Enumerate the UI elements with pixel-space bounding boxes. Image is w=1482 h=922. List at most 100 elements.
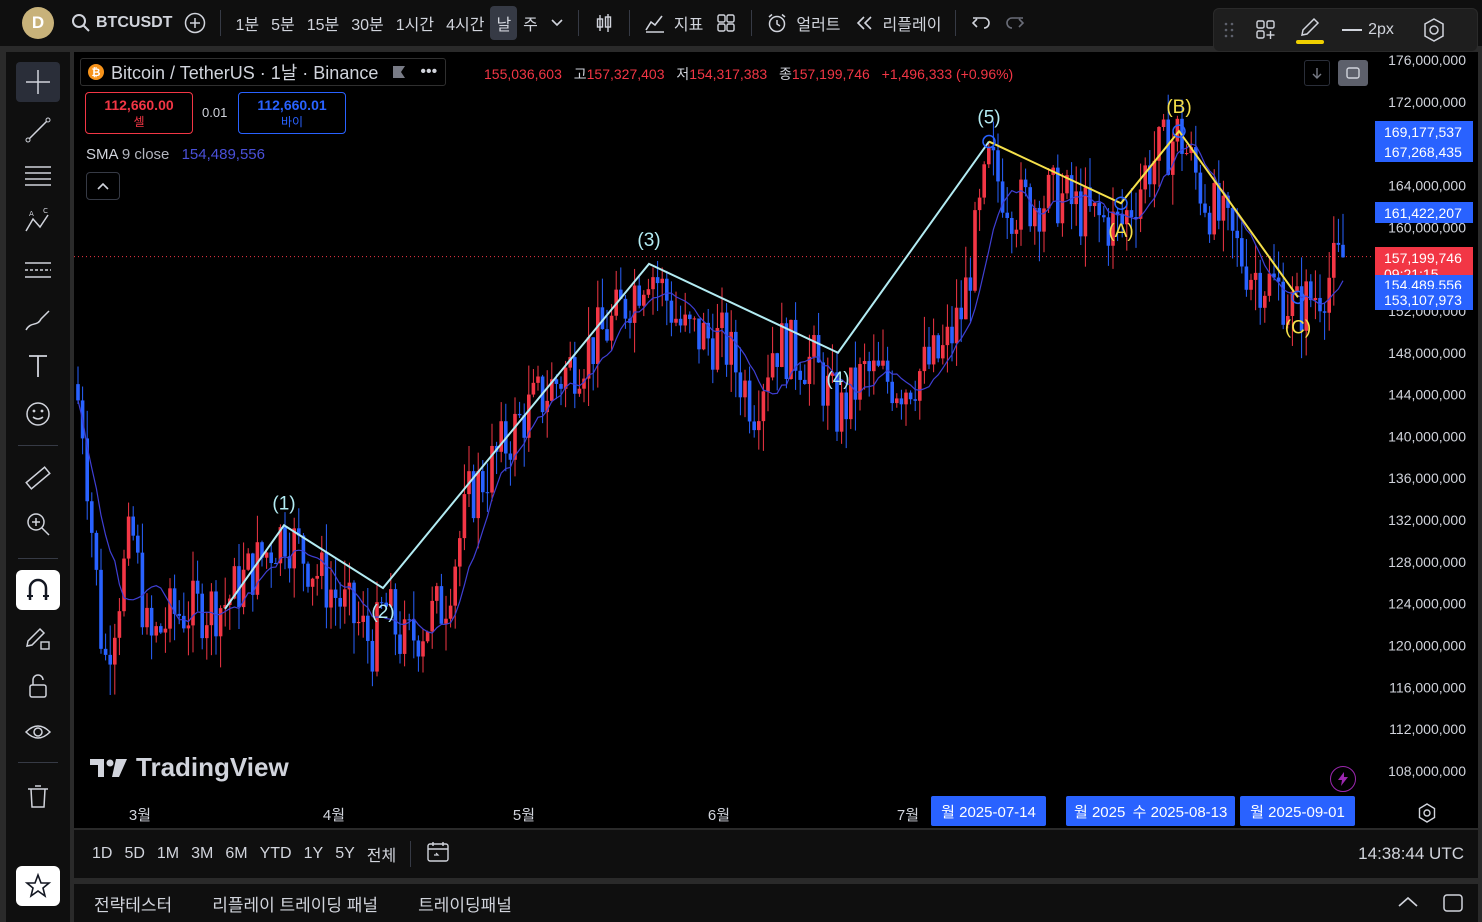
line-width-label: 2px xyxy=(1368,21,1394,38)
interval-4h[interactable]: 4시간 xyxy=(446,17,485,34)
drag-handle[interactable] xyxy=(1214,21,1244,39)
brush-tool[interactable] xyxy=(16,300,60,340)
remove-tool[interactable] xyxy=(16,776,60,816)
arrow-down-icon xyxy=(1312,68,1322,79)
interval-1h[interactable]: 1시간 xyxy=(395,17,435,34)
maximize-panel-button[interactable] xyxy=(1442,892,1464,919)
price-tick: 140,000,000 xyxy=(1388,428,1466,444)
range-1d[interactable]: 1D xyxy=(92,845,113,862)
measure-tool[interactable] xyxy=(16,458,60,498)
more-icon[interactable]: ••• xyxy=(420,63,438,80)
line-width-button[interactable]: 2px xyxy=(1332,21,1404,39)
goto-date-button[interactable] xyxy=(419,840,457,869)
utc-clock[interactable]: 14:38:44 UTC xyxy=(1358,844,1464,863)
redo-button[interactable] xyxy=(998,6,1032,40)
candle-body xyxy=(908,392,913,400)
price-chart[interactable]: 176,000,000172,000,000168,000,000164,000… xyxy=(74,52,1478,828)
candle-body xyxy=(632,285,637,323)
realtime-indicator[interactable] xyxy=(1330,766,1356,792)
line-color-button[interactable] xyxy=(1288,17,1332,44)
sell-button[interactable]: 112,660.00 셀 xyxy=(85,92,193,134)
candle-body xyxy=(1083,187,1088,237)
replay-button[interactable]: 리플레이 xyxy=(847,6,948,40)
range-3m[interactable]: 3M xyxy=(191,845,214,862)
candle-body xyxy=(941,345,945,359)
emoji-tool[interactable] xyxy=(16,394,60,434)
candle-body xyxy=(655,277,660,284)
layouts-button[interactable] xyxy=(709,6,743,40)
range-1y[interactable]: 1Y xyxy=(303,845,324,862)
forecast-tool[interactable] xyxy=(16,250,60,290)
chart-pane[interactable]: 176,000,000172,000,000168,000,000164,000… xyxy=(74,52,1478,828)
indicators-button[interactable]: 지표 xyxy=(638,6,709,40)
interval-1d[interactable]: 날 xyxy=(490,6,518,40)
hide-tool[interactable] xyxy=(16,712,60,752)
legend-collapse-button[interactable] xyxy=(86,172,120,200)
candle-body xyxy=(527,394,531,438)
candle-body xyxy=(766,377,770,392)
grid-icon xyxy=(717,14,736,32)
candle-body xyxy=(1332,242,1336,278)
buy-button[interactable]: 112,660.01 바이 xyxy=(238,92,346,134)
price-axis-badge: 169,177,537 xyxy=(1375,121,1473,143)
interval-30m[interactable]: 30분 xyxy=(351,17,384,34)
candle-body xyxy=(416,640,421,657)
stay-in-drawing-tool[interactable] xyxy=(16,618,60,658)
favorites-tool[interactable] xyxy=(16,866,60,906)
zoom-tool[interactable] xyxy=(16,504,60,544)
low-label: 저 xyxy=(676,66,690,82)
range-5d[interactable]: 5D xyxy=(124,845,145,862)
impulse-wave-label: (4) xyxy=(826,369,849,390)
candle-body xyxy=(407,619,411,621)
corrective-wave-line xyxy=(988,129,1299,298)
chart-type-button[interactable] xyxy=(587,6,621,40)
candle-body xyxy=(1171,141,1175,175)
symbol-legend[interactable]: ₿ Bitcoin / TetherUS · 1날 · Binance ••• xyxy=(80,58,447,86)
user-avatar[interactable]: D xyxy=(22,7,54,39)
flag-icon[interactable] xyxy=(390,64,408,80)
interval-5m[interactable]: 5분 xyxy=(271,17,295,34)
interval-1m[interactable]: 1분 xyxy=(235,17,260,34)
crosshair-tool[interactable] xyxy=(16,62,60,102)
sma-legend[interactable]: SMA 9 close 154,489,556 xyxy=(86,146,265,163)
tab-strategy-tester[interactable]: 전략테스터 xyxy=(94,895,173,915)
candle-body xyxy=(1138,189,1143,219)
compare-add-button[interactable] xyxy=(178,6,212,40)
text-tool[interactable] xyxy=(16,346,60,386)
tab-trading-panel[interactable]: 트레이딩패널 xyxy=(418,895,512,915)
time-axis[interactable]: 3월 4월 5월 6월 7월 월 2025-07-14 월 2025 수 202… xyxy=(74,796,1478,829)
grid-plus-icon xyxy=(1256,20,1275,39)
settings-button[interactable] xyxy=(1404,17,1464,43)
interval-15m[interactable]: 15분 xyxy=(306,17,340,34)
range-all[interactable]: 전체 xyxy=(366,848,397,865)
fib-tool[interactable] xyxy=(16,156,60,196)
candle-body xyxy=(508,453,513,460)
tab-replay-trading-panel[interactable]: 리플레이 트레이딩 패널 xyxy=(212,895,379,915)
undo-button[interactable] xyxy=(964,6,998,40)
candle-body xyxy=(430,600,434,632)
range-6m[interactable]: 6M xyxy=(225,845,248,862)
tradingview-watermark: TradingView xyxy=(90,752,289,783)
range-1m[interactable]: 1M xyxy=(156,845,180,862)
range-ytd[interactable]: YTD xyxy=(259,845,292,862)
lock-tool[interactable] xyxy=(16,666,60,706)
time-label-apr: 4월 xyxy=(322,807,346,824)
collapse-panel-button[interactable] xyxy=(1396,894,1420,915)
gear-icon xyxy=(1418,803,1436,823)
interval-dropdown[interactable] xyxy=(544,6,570,40)
maximize-pane-button[interactable] xyxy=(1338,60,1368,86)
candle-body xyxy=(301,535,306,564)
range-5y[interactable]: 5Y xyxy=(335,845,355,862)
candle-body xyxy=(582,378,586,389)
trendline-tool[interactable] xyxy=(16,110,60,150)
time-badge-0813: 수 2025-08-13 xyxy=(1125,796,1235,826)
interval-1w[interactable]: 주 xyxy=(523,17,538,34)
candle-body xyxy=(292,528,296,569)
magnet-tool[interactable] xyxy=(16,570,60,610)
symbol-search-button[interactable]: BTCUSDT xyxy=(64,6,178,40)
axis-settings-button[interactable] xyxy=(1416,802,1438,829)
scroll-down-button[interactable] xyxy=(1304,60,1330,86)
alert-button[interactable]: 얼러트 xyxy=(760,6,846,40)
template-button[interactable] xyxy=(1244,18,1288,42)
